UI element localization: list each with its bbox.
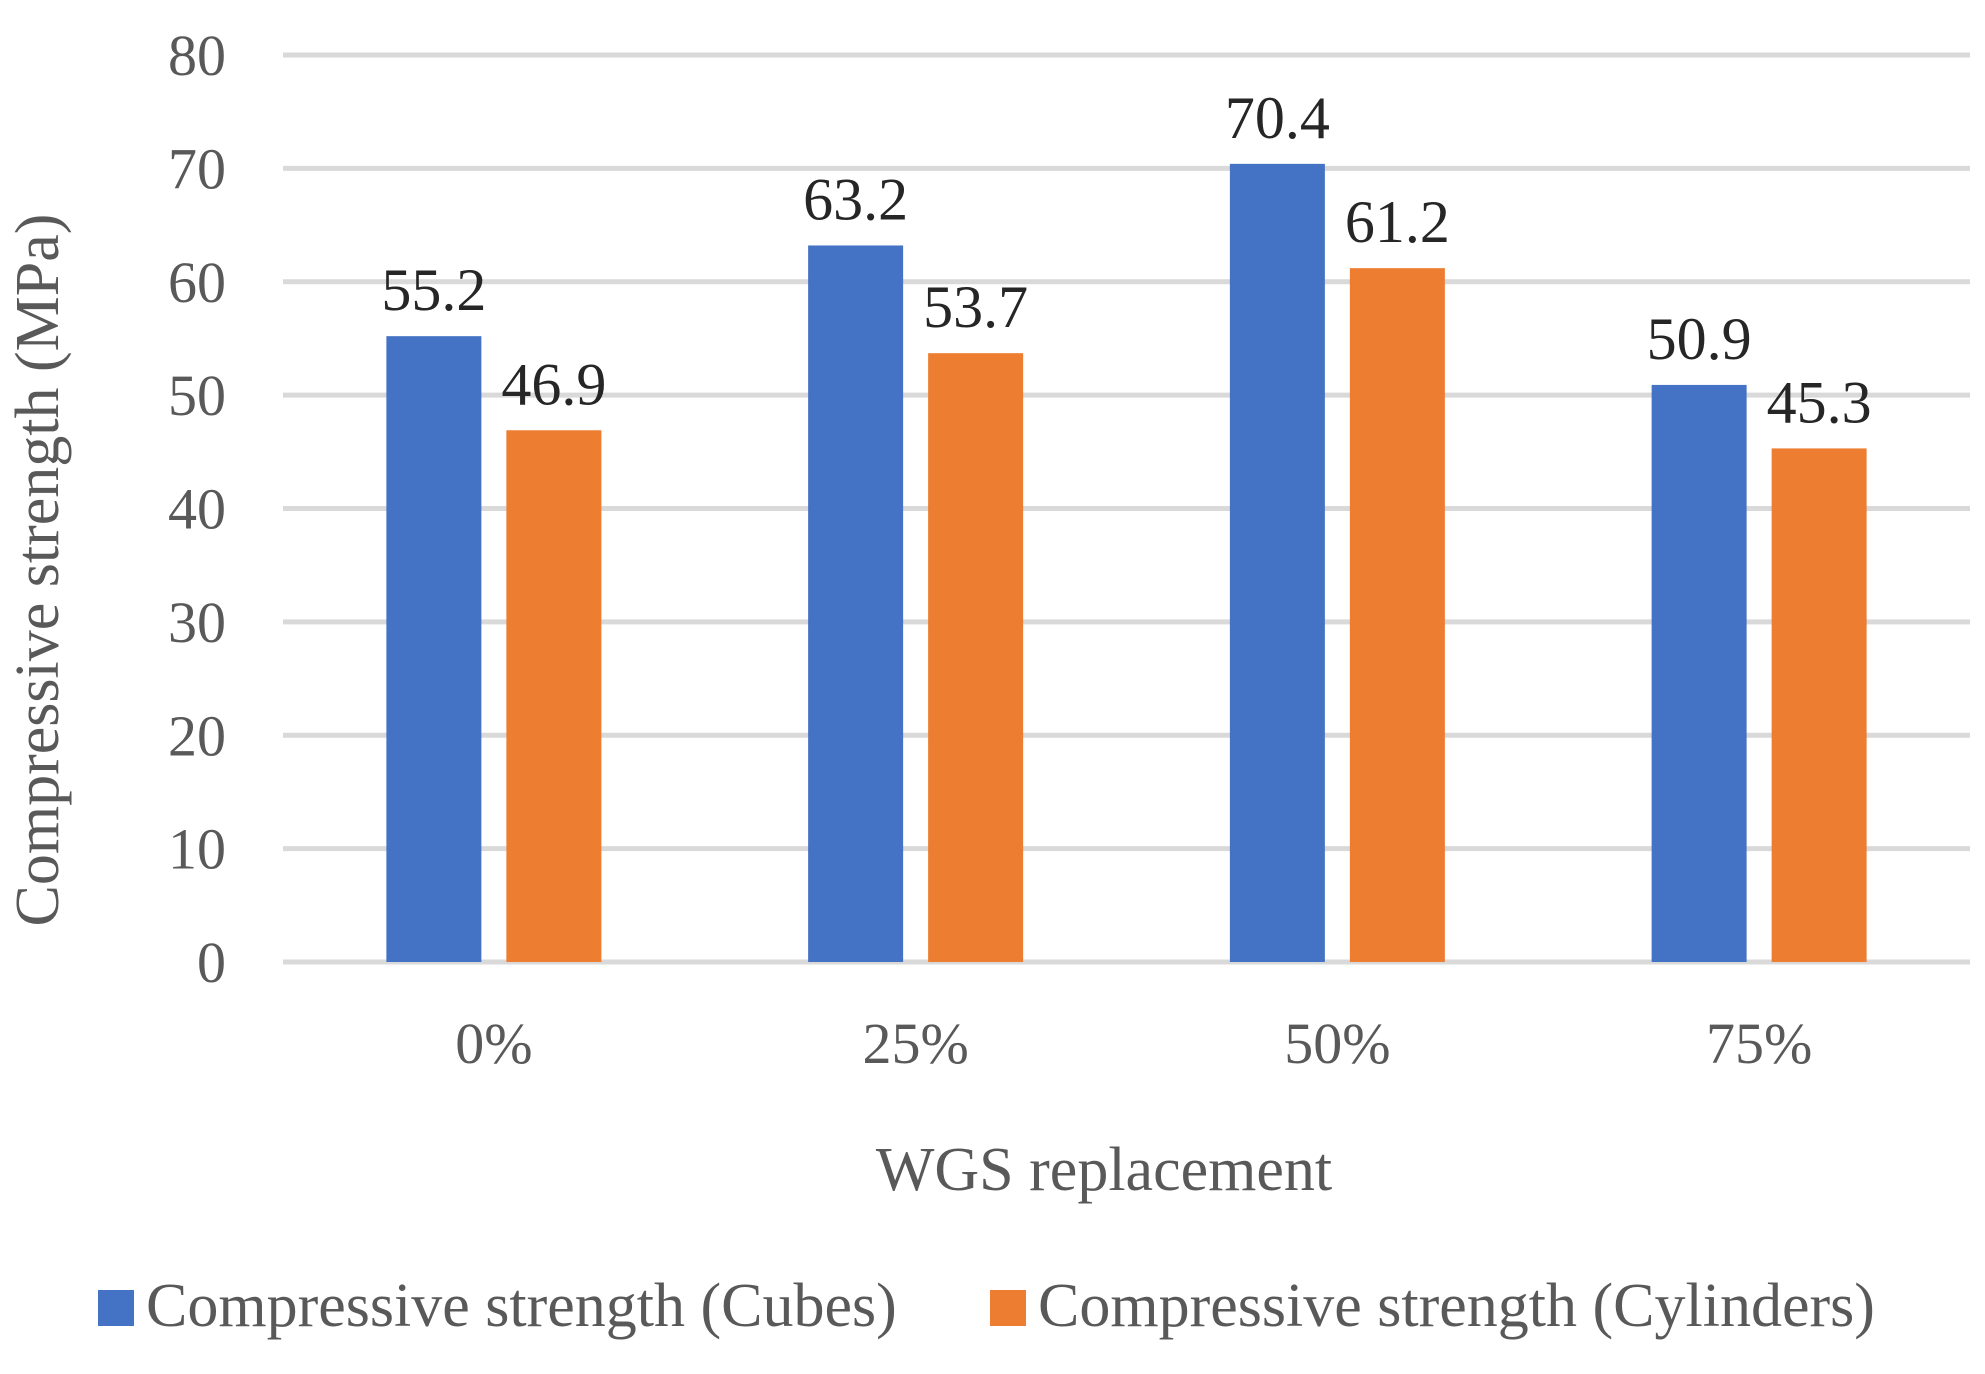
legend-swatch-cylinders [990,1290,1026,1326]
y-tick-label: 30 [168,590,226,655]
y-tick-label: 40 [168,477,226,542]
bars [386,163,1867,963]
data-label: 70.4 [1225,85,1330,151]
data-label: 55.2 [381,257,486,323]
data-label: 63.2 [803,166,908,232]
y-axis-ticks: 0 10 20 30 40 50 60 70 80 [168,23,226,995]
y-tick-label: 80 [168,23,226,88]
data-label: 46.9 [501,351,606,417]
data-label: 45.3 [1767,369,1872,435]
data-label: 53.7 [923,274,1028,340]
y-tick-label: 70 [168,136,226,201]
y-tick-label: 60 [168,250,226,315]
bar-cylinders-0pct [506,430,602,962]
x-tick-label: 0% [455,1011,532,1076]
data-label: 61.2 [1345,189,1450,255]
bar-cylinders-75pct [1771,448,1867,962]
x-tick-label: 50% [1284,1011,1390,1076]
legend-swatch-cubes [98,1290,134,1326]
y-tick-label: 10 [168,817,226,882]
legend-label-cylinders: Compressive strength (Cylinders) [1038,1272,1875,1340]
bar-cubes-75pct [1651,384,1747,962]
data-label: 50.9 [1647,306,1752,372]
legend-label-cubes: Compressive strength (Cubes) [146,1272,897,1340]
x-tick-label: 75% [1706,1011,1812,1076]
y-axis-title: Compressive strength (MPa) [4,214,72,927]
legend: Compressive strength (Cubes) Compressive … [98,1272,1875,1340]
bar-cubes-0pct [386,336,482,962]
y-tick-label: 0 [197,930,226,995]
data-labels: 55.246.9 63.253.7 70.461.2 50.945.3 [381,85,1871,436]
bar-cylinders-25pct [928,353,1024,962]
y-tick-label: 20 [168,703,226,768]
bar-cubes-50pct [1229,163,1325,963]
x-tick-label: 25% [862,1011,968,1076]
bar-cubes-25pct [808,245,904,963]
x-axis-title: WGS replacement [876,1136,1332,1204]
x-axis-ticks: 0% 25% 50% 75% [455,1011,1812,1076]
y-tick-label: 50 [168,363,226,428]
bar-cylinders-50pct [1349,268,1445,962]
